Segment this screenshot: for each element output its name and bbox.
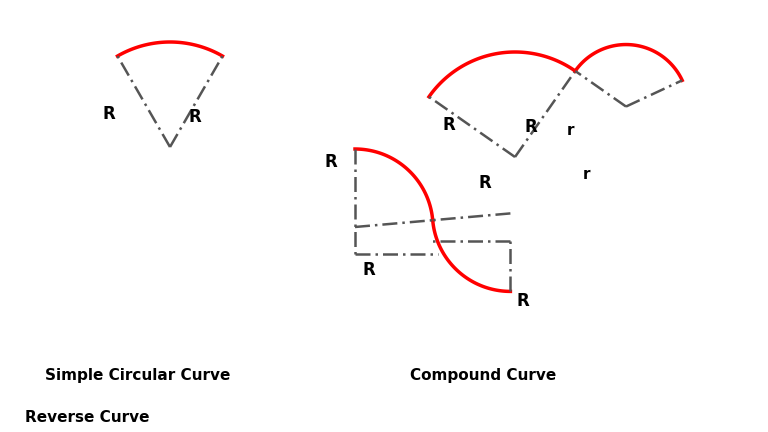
Text: R: R (363, 261, 376, 279)
Text: r: r (567, 123, 574, 138)
Text: Reverse Curve: Reverse Curve (25, 410, 150, 425)
Text: R: R (478, 175, 492, 192)
Text: R: R (443, 116, 455, 134)
Text: R: R (102, 105, 114, 123)
Text: R: R (188, 108, 200, 126)
Text: r: r (583, 167, 591, 182)
Text: R: R (516, 292, 529, 311)
Text: Simple Circular Curve: Simple Circular Curve (45, 368, 230, 383)
Text: Compound Curve: Compound Curve (410, 368, 556, 383)
Text: R: R (325, 153, 338, 171)
Text: R: R (525, 118, 538, 136)
